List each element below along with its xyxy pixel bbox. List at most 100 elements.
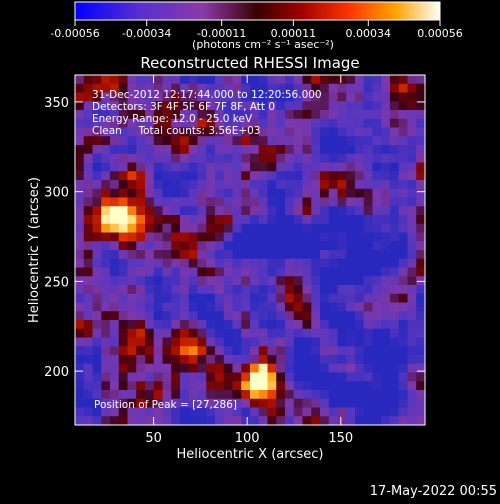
heatmap-cell: [363, 355, 373, 365]
heatmap-cell: [118, 258, 128, 268]
heatmap-cell: [188, 171, 198, 181]
heatmap-cell: [328, 258, 338, 268]
heatmap-cell: [390, 337, 400, 347]
heatmap-cell: [197, 337, 207, 347]
heatmap-cell: [285, 311, 295, 321]
heatmap-cell: [92, 311, 102, 321]
heatmap-cell: [75, 92, 85, 102]
heatmap-cell: [407, 83, 417, 93]
heatmap-cell: [372, 145, 382, 155]
heatmap-cell: [372, 302, 382, 312]
heatmap-cell: [355, 328, 365, 338]
heatmap-cell: [223, 328, 233, 338]
heatmap-cell: [416, 285, 425, 295]
heatmap-cell: [398, 232, 408, 242]
heatmap-cell: [127, 355, 137, 365]
heatmap-cell: [197, 118, 207, 128]
heatmap-cell: [320, 110, 330, 120]
heatmap-cell: [188, 110, 198, 120]
heatmap-cell: [223, 302, 233, 312]
heatmap-cell: [285, 110, 295, 120]
heatmap-cell: [101, 372, 111, 382]
heatmap-cell: [241, 232, 251, 242]
heatmap-cell: [302, 118, 312, 128]
heatmap-cell: [337, 302, 347, 312]
heatmap-cell: [241, 206, 251, 216]
heatmap-cell: [145, 101, 155, 111]
heatmap-cell: [285, 241, 295, 251]
heatmap-cell: [206, 355, 216, 365]
heatmap-cell: [285, 188, 295, 198]
heatmap-cell: [92, 398, 102, 408]
heatmap-cell: [328, 346, 338, 356]
heatmap-cell: [83, 293, 93, 303]
heatmap-cell: [171, 101, 181, 111]
heatmap-cell: [276, 101, 286, 111]
heatmap-cell: [258, 276, 268, 286]
heatmap-cell: [372, 180, 382, 190]
heatmap-cell: [337, 206, 347, 216]
heatmap-cell: [398, 250, 408, 260]
heatmap-cell: [206, 180, 216, 190]
heatmap-cell: [250, 153, 260, 163]
heatmap-cell: [215, 320, 225, 330]
heatmap-cell: [311, 171, 321, 181]
heatmap-cell: [83, 258, 93, 268]
x-tick-label: 50: [145, 431, 162, 446]
heatmap-cell: [83, 162, 93, 172]
heatmap-cell: [171, 75, 181, 85]
heatmap-cell: [346, 311, 356, 321]
heatmap-cell: [250, 311, 260, 321]
heatmap-cell: [223, 267, 233, 277]
heatmap-cell: [101, 171, 111, 181]
heatmap-cell: [276, 328, 286, 338]
heatmap-cell: [145, 285, 155, 295]
heatmap-cell: [171, 407, 181, 417]
heatmap-cell: [381, 311, 391, 321]
heatmap-cell: [118, 136, 128, 146]
heatmap-cell: [337, 188, 347, 198]
heatmap-cell: [110, 311, 120, 321]
heatmap-cell: [381, 197, 391, 207]
heatmap-cell: [407, 101, 417, 111]
heatmap-cell: [311, 337, 321, 347]
heatmap-cell: [363, 407, 373, 417]
heatmap-cell: [83, 398, 93, 408]
heatmap-cell: [127, 320, 137, 330]
annotation-time-range: 31-Dec-2012 12:17:44.000 to 12:20:56.000: [92, 89, 322, 101]
heatmap-cell: [267, 180, 277, 190]
heatmap-cell: [180, 285, 190, 295]
heatmap-cell: [258, 398, 268, 408]
heatmap-cell: [136, 75, 146, 85]
heatmap-cell: [101, 407, 111, 417]
heatmap-cell: [363, 293, 373, 303]
heatmap-cell: [75, 276, 85, 286]
heatmap-cell: [162, 267, 172, 277]
heatmap-cell: [162, 206, 172, 216]
heatmap-cell: [118, 337, 128, 347]
heatmap-cell: [285, 127, 295, 137]
heatmap-cell: [241, 188, 251, 198]
heatmap-cell: [136, 171, 146, 181]
heatmap-cell: [206, 101, 216, 111]
heatmap-cell: [92, 381, 102, 391]
heatmap-cell: [197, 363, 207, 373]
heatmap-cell: [355, 363, 365, 373]
heatmap-cell: [188, 118, 198, 128]
heatmap-cell: [127, 311, 137, 321]
heatmap-cell: [372, 250, 382, 260]
heatmap-cell: [162, 83, 172, 93]
heatmap-cell: [206, 206, 216, 216]
heatmap-cell: [171, 302, 181, 312]
heatmap-cell: [215, 311, 225, 321]
heatmap-cell: [153, 136, 163, 146]
heatmap-cell: [328, 153, 338, 163]
heatmap-cell: [118, 223, 128, 233]
heatmap-cell: [346, 293, 356, 303]
y-tick-label: 300: [44, 186, 69, 201]
heatmap-cell: [337, 363, 347, 373]
heatmap-cell: [145, 372, 155, 382]
heatmap-cell: [162, 416, 172, 425]
heatmap-cell: [75, 250, 85, 260]
heatmap-cell: [162, 223, 172, 233]
